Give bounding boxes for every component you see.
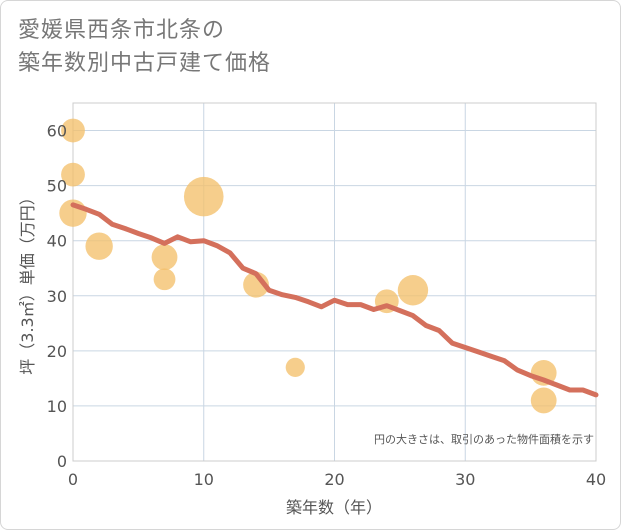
data-bubble <box>530 387 557 414</box>
trend-line-group <box>70 202 599 398</box>
y-tick-label: 60 <box>47 122 67 141</box>
y-tick-label: 40 <box>47 232 67 251</box>
plot-frame <box>72 102 597 462</box>
y-tick-label: 30 <box>47 287 67 306</box>
y-tick-label: 50 <box>47 177 67 196</box>
data-bubble <box>397 275 429 306</box>
y-tick-label: 20 <box>47 342 67 361</box>
data-bubble <box>61 118 85 143</box>
size-note: 円の大きさは、取引のあった物件面積を示す <box>374 432 594 446</box>
chart-title-line2: 築年数別中古戸建て価格 <box>18 51 272 76</box>
grid <box>73 103 596 461</box>
y-axis-label: 坪（3.3㎡）単価（万円） <box>18 189 37 374</box>
average-price-line <box>70 202 599 398</box>
x-tick-label: 20 <box>324 470 344 489</box>
x-axis-label: 築年数（年） <box>286 498 382 517</box>
x-tick-label: 40 <box>586 470 606 489</box>
x-tick-label: 10 <box>194 470 214 489</box>
y-tick-label: 10 <box>47 397 67 416</box>
chart-title: 愛媛県西条市北条の 築年数別中古戸建て価格 <box>18 14 271 80</box>
data-bubble <box>153 268 176 291</box>
data-bubble <box>285 357 305 377</box>
data-bubble <box>183 176 224 217</box>
tick-labels: 0 10 20 30 40 50 60 0 10 20 30 40 <box>47 122 607 489</box>
x-tick-label: 0 <box>68 470 78 489</box>
data-bubble <box>85 232 113 260</box>
x-tick-label: 30 <box>455 470 475 489</box>
data-bubble <box>151 244 178 271</box>
y-tick-label: 0 <box>57 452 67 471</box>
data-bubble <box>61 162 85 187</box>
bubbles <box>59 118 557 414</box>
chart-title-line1: 愛媛県西条市北条の <box>18 18 226 43</box>
